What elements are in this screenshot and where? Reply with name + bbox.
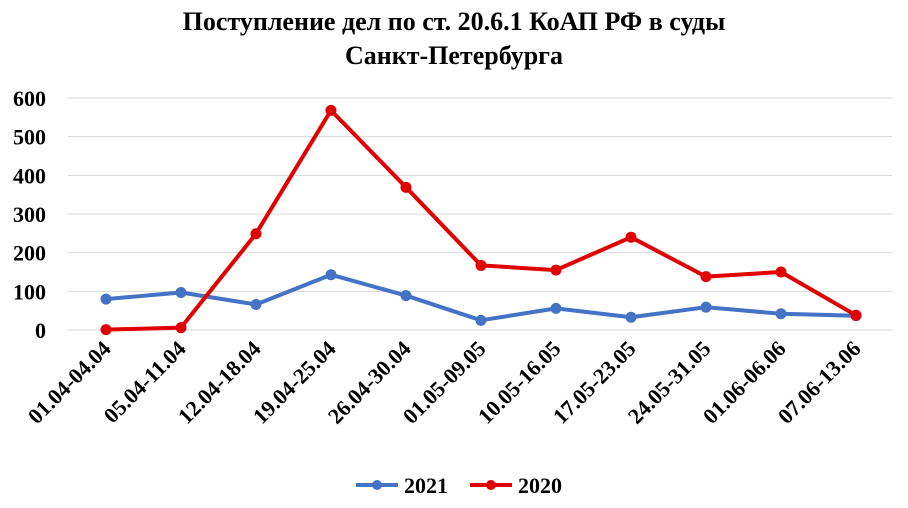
data-point xyxy=(700,301,712,313)
series-2020 xyxy=(100,104,862,336)
data-point xyxy=(550,264,562,276)
x-axis: 01.04-04.0405.04-11.0412.04-18.0419.04-2… xyxy=(23,336,866,429)
data-point xyxy=(250,298,262,310)
y-tick-label: 100 xyxy=(13,279,46,304)
data-point xyxy=(100,293,112,305)
series-layer xyxy=(100,104,862,336)
y-tick-label: 500 xyxy=(13,125,46,150)
data-point xyxy=(400,290,412,302)
y-tick-label: 400 xyxy=(13,163,46,188)
gridlines xyxy=(68,97,892,331)
legend-label-2020: 2020 xyxy=(518,473,562,498)
chart-title: Поступление дел по ст. 20.6.1 КоАП РФ в … xyxy=(183,7,726,70)
data-point xyxy=(700,271,712,283)
y-tick-label: 600 xyxy=(13,86,46,111)
chart-title-line-1: Поступление дел по ст. 20.6.1 КоАП РФ в … xyxy=(183,7,726,36)
data-point xyxy=(625,311,637,323)
data-point xyxy=(175,286,187,298)
data-point xyxy=(625,231,637,243)
data-point xyxy=(325,269,337,281)
chart-title-line-2: Санкт-Петербурга xyxy=(345,41,563,70)
data-point xyxy=(475,314,487,326)
x-tick-label: 01.04-04.04 xyxy=(23,336,116,429)
data-point xyxy=(325,104,337,116)
series-2021 xyxy=(100,269,862,326)
data-point xyxy=(475,259,487,271)
y-tick-label: 300 xyxy=(13,202,46,227)
data-point xyxy=(400,181,412,193)
data-point xyxy=(775,266,787,278)
legend-item-2021: 2021 xyxy=(356,473,448,498)
data-point xyxy=(100,324,112,336)
y-tick-label: 0 xyxy=(35,318,46,343)
data-point xyxy=(250,228,262,240)
legend: 2021 2020 xyxy=(356,473,562,498)
legend-label-2021: 2021 xyxy=(404,473,448,498)
data-point xyxy=(550,302,562,314)
y-tick-label: 200 xyxy=(13,241,46,266)
data-point xyxy=(850,309,862,321)
y-axis: 0 100 200 300 400 500 600 xyxy=(13,86,46,343)
legend-marker-2021 xyxy=(372,480,382,490)
legend-marker-2020 xyxy=(486,480,496,490)
data-point xyxy=(175,322,187,334)
legend-item-2020: 2020 xyxy=(470,473,562,498)
data-point xyxy=(775,308,787,320)
